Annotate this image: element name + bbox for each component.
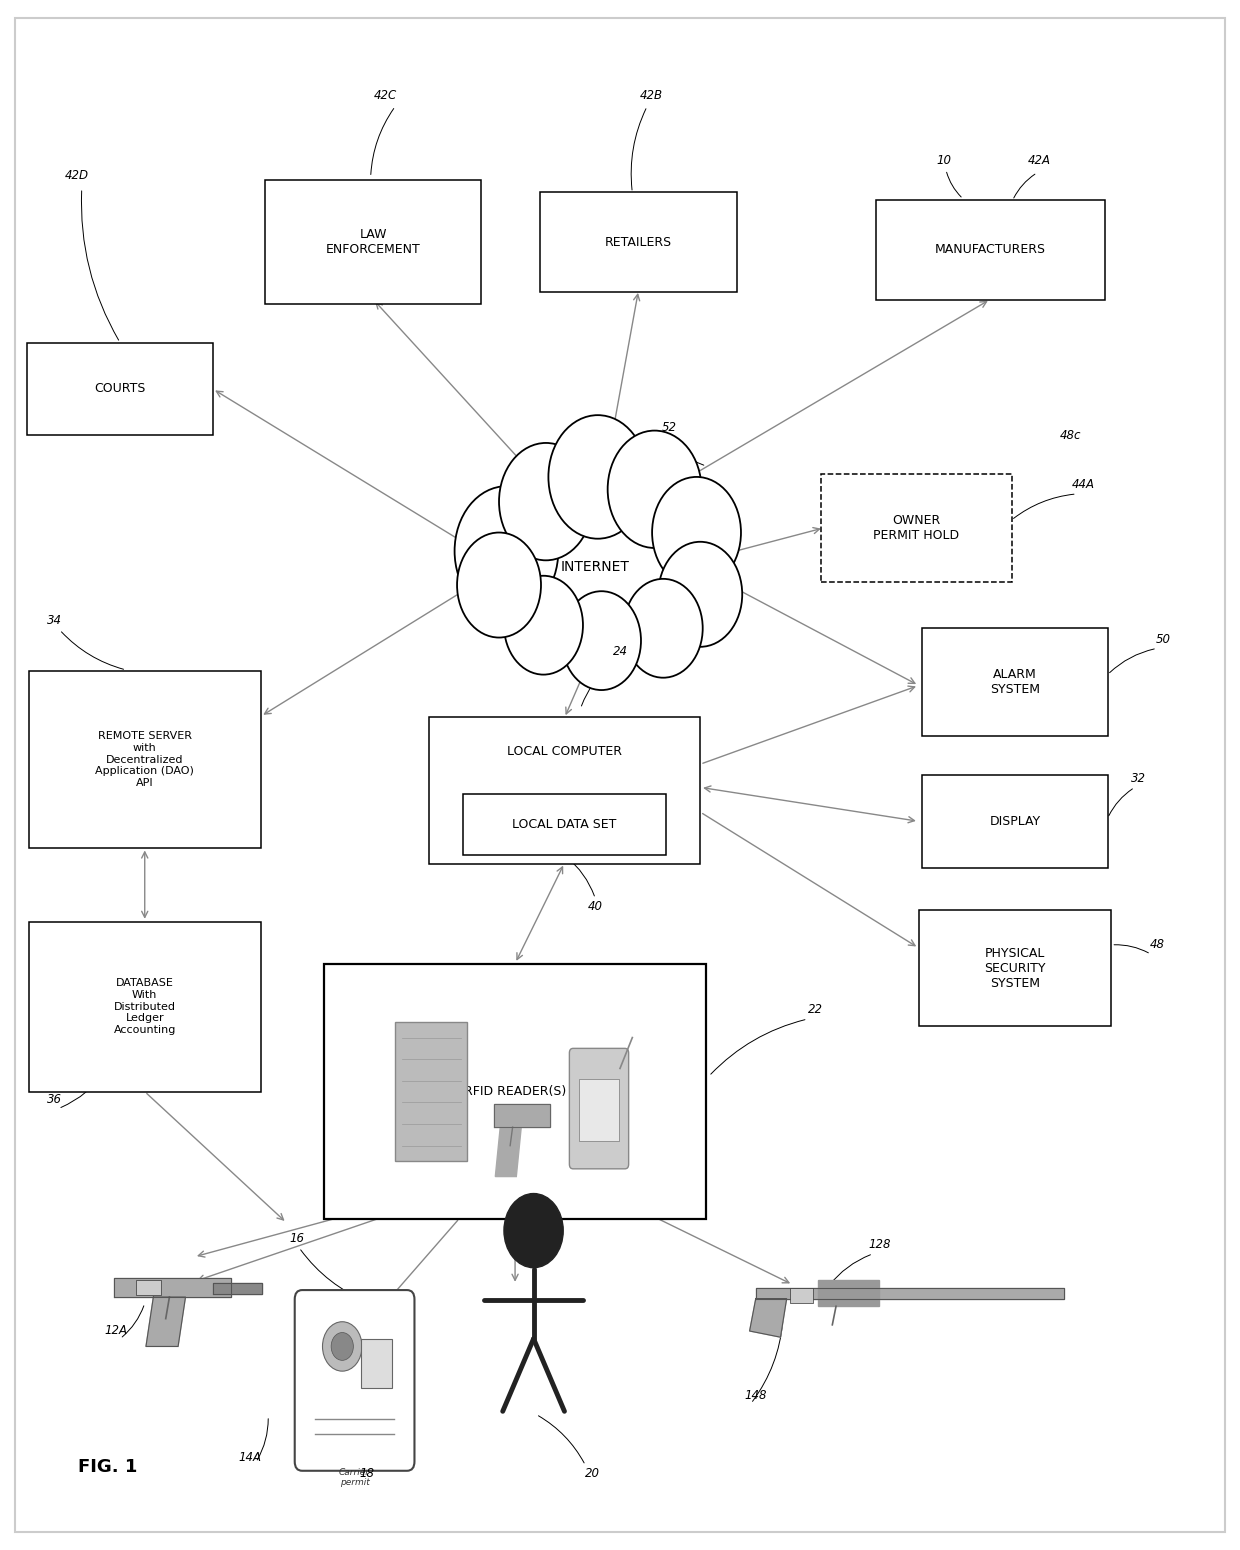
Text: 148: 148 bbox=[744, 1389, 768, 1403]
Text: 32: 32 bbox=[1131, 772, 1146, 784]
Circle shape bbox=[624, 578, 703, 677]
FancyBboxPatch shape bbox=[539, 192, 738, 293]
Circle shape bbox=[455, 487, 558, 615]
Text: 18: 18 bbox=[360, 1466, 374, 1480]
Text: 24: 24 bbox=[613, 645, 627, 657]
Circle shape bbox=[331, 1333, 353, 1361]
Circle shape bbox=[322, 1322, 362, 1372]
FancyBboxPatch shape bbox=[463, 794, 666, 856]
Text: MANUFACTURERS: MANUFACTURERS bbox=[935, 243, 1045, 256]
Text: 42D: 42D bbox=[64, 169, 89, 183]
FancyBboxPatch shape bbox=[295, 1290, 414, 1471]
Polygon shape bbox=[494, 1104, 549, 1127]
Text: RFID READER(S): RFID READER(S) bbox=[464, 1085, 567, 1097]
FancyBboxPatch shape bbox=[429, 718, 701, 863]
Text: 20: 20 bbox=[585, 1466, 600, 1480]
Text: 50: 50 bbox=[1156, 632, 1171, 646]
FancyBboxPatch shape bbox=[923, 628, 1107, 736]
Text: LAW
ENFORCEMENT: LAW ENFORCEMENT bbox=[326, 228, 420, 256]
FancyBboxPatch shape bbox=[919, 910, 1111, 1026]
Text: 36: 36 bbox=[47, 1093, 62, 1105]
Ellipse shape bbox=[460, 482, 732, 636]
Text: REMOTE SERVER
with
Decentralized
Application (DAO)
API: REMOTE SERVER with Decentralized Applica… bbox=[95, 732, 195, 787]
Text: INTERNET: INTERNET bbox=[560, 560, 630, 574]
Text: DISPLAY: DISPLAY bbox=[990, 815, 1040, 828]
Text: 48c: 48c bbox=[1060, 429, 1081, 442]
Circle shape bbox=[458, 533, 541, 637]
Text: 12A: 12A bbox=[105, 1325, 128, 1338]
FancyBboxPatch shape bbox=[324, 964, 707, 1218]
Circle shape bbox=[652, 477, 742, 587]
Circle shape bbox=[562, 591, 641, 690]
Text: 16: 16 bbox=[289, 1232, 304, 1245]
Text: 34: 34 bbox=[47, 614, 62, 628]
Text: LOCAL COMPUTER: LOCAL COMPUTER bbox=[507, 746, 622, 758]
Circle shape bbox=[548, 415, 647, 539]
Text: 44A: 44A bbox=[1071, 477, 1095, 491]
Text: 14A: 14A bbox=[238, 1451, 262, 1465]
FancyBboxPatch shape bbox=[877, 200, 1105, 301]
Circle shape bbox=[608, 431, 702, 549]
Text: ALARM
SYSTEM: ALARM SYSTEM bbox=[990, 668, 1040, 696]
Text: RETAILERS: RETAILERS bbox=[605, 236, 672, 248]
Text: 10: 10 bbox=[936, 153, 951, 167]
Text: 128: 128 bbox=[868, 1238, 890, 1251]
Text: PHYSICAL
SECURITY
SYSTEM: PHYSICAL SECURITY SYSTEM bbox=[985, 947, 1045, 989]
FancyBboxPatch shape bbox=[923, 775, 1107, 868]
FancyBboxPatch shape bbox=[27, 343, 212, 436]
FancyBboxPatch shape bbox=[29, 922, 260, 1091]
FancyBboxPatch shape bbox=[29, 671, 260, 848]
Text: COURTS: COURTS bbox=[94, 383, 146, 395]
FancyBboxPatch shape bbox=[136, 1280, 161, 1296]
Polygon shape bbox=[750, 1299, 786, 1338]
FancyBboxPatch shape bbox=[790, 1288, 812, 1304]
Polygon shape bbox=[495, 1127, 521, 1176]
Text: 48: 48 bbox=[1149, 938, 1164, 952]
Text: 42B: 42B bbox=[640, 88, 662, 102]
Circle shape bbox=[498, 443, 593, 560]
Text: 40: 40 bbox=[588, 901, 603, 913]
Circle shape bbox=[658, 542, 743, 646]
Text: 22: 22 bbox=[807, 1003, 822, 1017]
Text: 52: 52 bbox=[662, 422, 677, 434]
Polygon shape bbox=[146, 1297, 186, 1347]
Circle shape bbox=[503, 1194, 563, 1268]
Text: OWNER
PERMIT HOLD: OWNER PERMIT HOLD bbox=[873, 515, 960, 542]
Text: DATABASE
With
Distributed
Ledger
Accounting: DATABASE With Distributed Ledger Account… bbox=[114, 978, 176, 1035]
Text: 42A: 42A bbox=[1028, 153, 1052, 167]
FancyBboxPatch shape bbox=[821, 474, 1012, 581]
FancyBboxPatch shape bbox=[396, 1021, 467, 1161]
FancyBboxPatch shape bbox=[579, 1079, 619, 1141]
Polygon shape bbox=[114, 1279, 231, 1297]
FancyBboxPatch shape bbox=[265, 180, 481, 304]
Polygon shape bbox=[756, 1288, 1064, 1299]
Text: Carrier
permit: Carrier permit bbox=[339, 1468, 370, 1488]
Circle shape bbox=[503, 575, 583, 674]
Text: LOCAL DATA SET: LOCAL DATA SET bbox=[512, 818, 616, 831]
Text: 42C: 42C bbox=[373, 88, 397, 102]
Text: FIG. 1: FIG. 1 bbox=[78, 1459, 138, 1476]
Polygon shape bbox=[817, 1280, 879, 1307]
FancyBboxPatch shape bbox=[361, 1339, 392, 1389]
FancyBboxPatch shape bbox=[569, 1048, 629, 1169]
Polygon shape bbox=[212, 1283, 262, 1294]
